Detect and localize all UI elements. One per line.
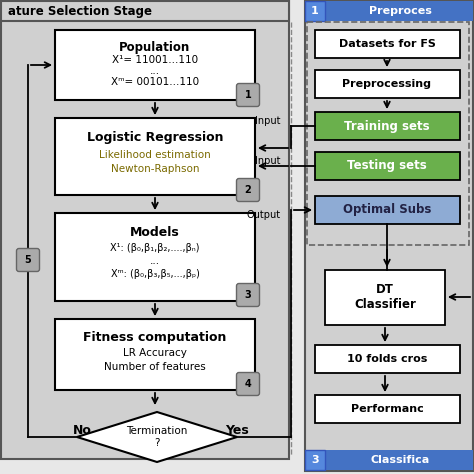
Text: ...: ... [150, 256, 160, 266]
Text: 1: 1 [245, 90, 251, 100]
Text: Input: Input [255, 116, 281, 126]
Text: Input: Input [255, 156, 281, 166]
Text: Yes: Yes [225, 423, 249, 437]
Bar [55, 30, 255, 100]
Text: 3: 3 [311, 455, 319, 465]
Text: 3: 3 [245, 290, 251, 300]
Text: Datasets for FS: Datasets for FS [338, 39, 436, 49]
Bar [315, 152, 460, 180]
Bar [1, 1, 289, 459]
Text: Xᵐ: (β₀,β₃,β₅,...,βₚ): Xᵐ: (β₀,β₃,β₅,...,βₚ) [110, 269, 200, 279]
Text: Models: Models [130, 226, 180, 238]
Bar [305, 1, 473, 21]
Bar [1, 1, 289, 21]
Bar [305, 450, 473, 470]
Bar [305, 1, 473, 471]
Text: Newton-Raphson: Newton-Raphson [111, 164, 199, 174]
Text: 4: 4 [245, 379, 251, 389]
Bar [305, 1, 325, 21]
Bar [55, 118, 255, 195]
Bar [305, 450, 325, 470]
Bar [307, 22, 469, 245]
Text: ature Selection Stage: ature Selection Stage [8, 4, 152, 18]
Text: Logistic Regression: Logistic Regression [87, 130, 223, 144]
Bar [55, 213, 255, 301]
Text: LR Accuracy: LR Accuracy [123, 348, 187, 358]
Text: 5: 5 [25, 255, 31, 265]
FancyBboxPatch shape [237, 83, 259, 107]
Bar [315, 196, 460, 224]
Text: 1: 1 [311, 6, 319, 16]
Text: Output: Output [247, 210, 281, 220]
Text: X¹: (β₀,β₁,β₂,....,βₙ): X¹: (β₀,β₁,β₂,....,βₙ) [110, 243, 200, 253]
Text: Xᵐ= 00101...110: Xᵐ= 00101...110 [111, 77, 199, 87]
FancyBboxPatch shape [17, 248, 39, 272]
Text: Fitness computation: Fitness computation [83, 330, 227, 344]
Text: Number of features: Number of features [104, 362, 206, 372]
Text: Preproces: Preproces [369, 6, 431, 16]
Bar [325, 270, 445, 325]
Text: DT
Classifier: DT Classifier [354, 283, 416, 311]
Bar [315, 70, 460, 98]
Text: 10 folds cros: 10 folds cros [347, 354, 427, 364]
Text: X¹= 11001...110: X¹= 11001...110 [112, 55, 198, 65]
Text: Optimal Subs: Optimal Subs [343, 203, 431, 217]
Text: Population: Population [119, 40, 191, 54]
Bar [315, 345, 460, 373]
Text: Preprocessing: Preprocessing [343, 79, 431, 89]
Text: Termination
?: Termination ? [126, 426, 188, 448]
Text: Classifica: Classifica [370, 455, 429, 465]
Bar [55, 319, 255, 390]
Text: Training sets: Training sets [344, 119, 430, 133]
Text: ...: ... [150, 66, 160, 76]
FancyBboxPatch shape [237, 179, 259, 201]
Text: Performanc: Performanc [351, 404, 423, 414]
Polygon shape [77, 412, 237, 462]
FancyBboxPatch shape [237, 283, 259, 307]
Text: Testing sets: Testing sets [347, 159, 427, 173]
Text: Likelihood estimation: Likelihood estimation [99, 150, 211, 160]
Text: No: No [73, 423, 91, 437]
Bar [315, 112, 460, 140]
Text: 2: 2 [245, 185, 251, 195]
FancyBboxPatch shape [237, 373, 259, 395]
Bar [315, 30, 460, 58]
Bar [315, 395, 460, 423]
